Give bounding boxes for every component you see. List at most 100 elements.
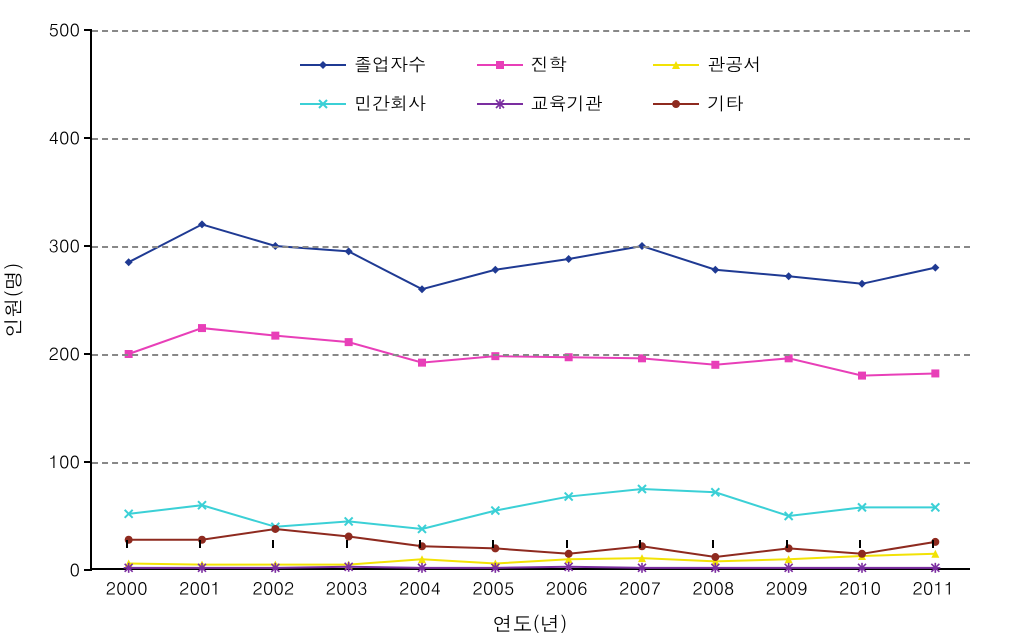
series-line [129, 224, 936, 289]
legend: 졸업자수 진학 관공서민간회사 교육기관 기타 [300, 52, 820, 116]
xtick-label: 2004 [399, 576, 441, 601]
legend-label: 교육기관 [531, 91, 603, 116]
data-marker [417, 563, 427, 573]
xtick-mark [346, 540, 348, 548]
xtick-label: 2002 [252, 576, 294, 601]
xtick-mark [566, 540, 568, 548]
xtick-mark [932, 540, 934, 548]
xtick-mark [419, 540, 421, 548]
legend-label: 기타 [707, 91, 743, 116]
gridline [92, 354, 970, 356]
ytick-mark [84, 245, 92, 247]
legend-item: 민간회사 [300, 91, 467, 116]
ytick-label: 0 [30, 558, 80, 583]
data-marker [198, 220, 206, 228]
data-marker [672, 61, 680, 69]
series-line [129, 567, 936, 568]
xtick-mark [272, 540, 274, 548]
data-marker [711, 266, 719, 274]
series-line [129, 328, 936, 376]
data-marker [271, 525, 279, 533]
data-marker [858, 372, 866, 380]
chart-container: 인원(명) 연도(년) 졸업자수진학관공서민간회사교육기관기타 01002003… [0, 0, 1030, 644]
legend-item: 관공서 [653, 52, 820, 77]
legend-label: 졸업자수 [354, 52, 426, 77]
ytick-mark [84, 29, 92, 31]
data-marker [491, 266, 499, 274]
data-marker [418, 359, 426, 367]
x-axis-label: 연도(년) [493, 608, 568, 637]
data-marker [785, 272, 793, 280]
data-marker [345, 247, 353, 255]
xtick-label: 2005 [472, 576, 514, 601]
xtick-label: 2011 [912, 576, 954, 601]
data-marker [857, 563, 867, 573]
data-marker [319, 100, 327, 108]
data-marker [784, 563, 794, 573]
series-line [129, 554, 936, 565]
data-marker [858, 280, 866, 288]
gridline [92, 246, 970, 248]
data-marker [345, 338, 353, 346]
data-marker [672, 100, 680, 108]
legend-item: 졸업자수 [300, 52, 467, 77]
xtick-mark [639, 540, 641, 548]
legend-label: 진학 [531, 52, 567, 77]
data-marker [565, 255, 573, 263]
gridline [92, 30, 970, 32]
xtick-label: 2009 [766, 576, 808, 601]
ytick-label: 400 [30, 126, 80, 151]
data-marker [931, 369, 939, 377]
ytick-mark [84, 569, 92, 571]
legend-marker-svg [300, 56, 346, 74]
data-marker [496, 61, 504, 69]
ytick-label: 500 [30, 18, 80, 43]
data-marker [198, 324, 206, 332]
xtick-label: 2007 [619, 576, 661, 601]
gridline [92, 462, 970, 464]
xtick-mark [859, 540, 861, 548]
data-marker [125, 258, 133, 266]
xtick-mark [492, 540, 494, 548]
legend-item: 교육기관 [477, 91, 644, 116]
legend-swatch [653, 56, 699, 74]
data-marker [418, 285, 426, 293]
data-marker [565, 550, 573, 558]
xtick-label: 2010 [839, 576, 881, 601]
data-marker [637, 563, 647, 573]
legend-swatch [300, 56, 346, 74]
xtick-label: 2001 [179, 576, 221, 601]
xtick-label: 2000 [106, 576, 148, 601]
xtick-mark [786, 540, 788, 548]
legend-label: 민간회사 [354, 91, 426, 116]
xtick-mark [712, 540, 714, 548]
ytick-label: 300 [30, 234, 80, 259]
data-marker [270, 563, 280, 573]
xtick-mark [199, 540, 201, 548]
legend-marker-svg [653, 56, 699, 74]
data-marker [197, 563, 207, 573]
series-line [129, 489, 936, 529]
legend-label: 관공서 [707, 52, 761, 77]
data-marker [931, 264, 939, 272]
legend-marker-svg [477, 95, 523, 113]
ytick-label: 200 [30, 342, 80, 367]
gridline [92, 138, 970, 140]
legend-swatch [477, 56, 523, 74]
data-marker [710, 563, 720, 573]
legend-swatch [300, 95, 346, 113]
legend-marker-svg [477, 56, 523, 74]
data-marker [344, 562, 354, 572]
legend-swatch [653, 95, 699, 113]
legend-item: 기타 [653, 91, 820, 116]
data-marker [271, 332, 279, 340]
xtick-label: 2006 [546, 576, 588, 601]
legend-marker-svg [300, 95, 346, 113]
data-marker [711, 553, 719, 561]
data-marker [124, 563, 134, 573]
legend-item: 진학 [477, 52, 644, 77]
data-marker [319, 61, 327, 69]
xtick-label: 2003 [326, 576, 368, 601]
ytick-mark [84, 353, 92, 355]
data-marker [495, 99, 505, 109]
